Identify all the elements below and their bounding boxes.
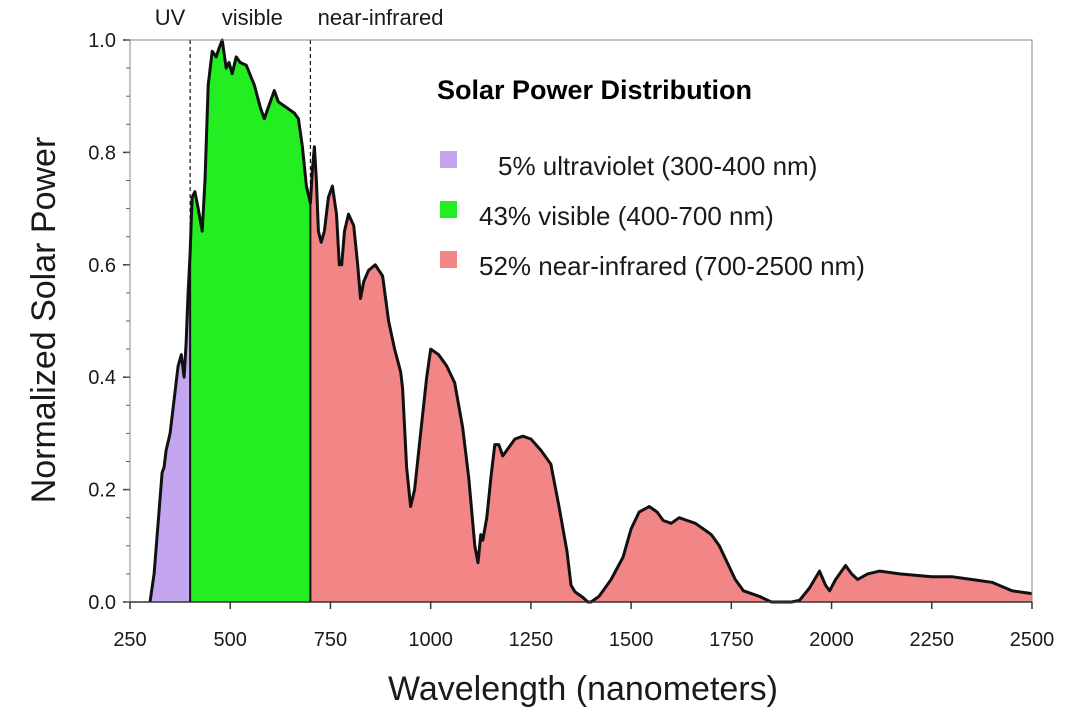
legend-swatch-2	[440, 201, 457, 218]
axis-ticks	[123, 39, 1033, 609]
legend-swatch-3	[440, 251, 457, 268]
y-tick-label: 0.0	[88, 592, 116, 614]
legend-label-2: 43% visible (400-700 nm)	[479, 201, 774, 231]
x-axis-title: Wavelength (nanometers)	[388, 670, 778, 708]
spectrum-areas	[150, 40, 1032, 603]
x-tick-label: 500	[214, 629, 247, 651]
x-tick-label: 2000	[809, 629, 854, 651]
region-labels: UV visible near-infrared	[155, 5, 444, 30]
region-label-near-infrared: near-infrared	[318, 5, 444, 30]
region-label-uv: UV	[155, 5, 186, 30]
y-tick-label: 0.6	[88, 255, 116, 277]
legend-title: Solar Power Distribution	[437, 75, 752, 105]
legend-label-3: 52% near-infrared (700-2500 nm)	[479, 251, 865, 281]
region-label-visible: visible	[222, 5, 283, 30]
legend-label-1: 5% ultraviolet (300-400 nm)	[498, 151, 817, 181]
series-area-2	[190, 40, 311, 602]
y-tick-label: 0.2	[88, 480, 116, 502]
legend: 5% ultraviolet (300-400 nm) 43% visible (…	[440, 151, 865, 281]
x-tick-label: 1250	[509, 629, 554, 651]
x-tick-label: 250	[113, 629, 146, 651]
y-tick-label: 1.0	[88, 30, 116, 52]
y-tick-label: 0.8	[88, 142, 116, 164]
x-tick-label: 1750	[709, 629, 754, 651]
y-axis-title: Normalized Solar Power	[25, 137, 63, 504]
x-tick-label: 1000	[408, 629, 453, 651]
x-tick-label: 2500	[1010, 629, 1055, 651]
axis-labels: 250 500 750 1000 1250 1500 1750 2000 2250 2500 0.0…	[88, 30, 1054, 651]
x-tick-label: 1500	[609, 629, 654, 651]
x-tick-label: 2250	[910, 629, 955, 651]
x-tick-label: 750	[314, 629, 347, 651]
y-tick-label: 0.4	[88, 367, 116, 389]
legend-swatch-1	[440, 151, 457, 168]
